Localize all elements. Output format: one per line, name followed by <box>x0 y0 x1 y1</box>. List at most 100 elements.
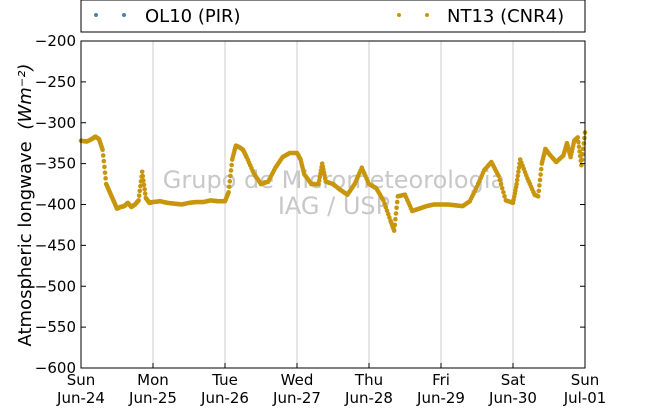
data-point <box>141 182 147 188</box>
data-point <box>576 144 582 150</box>
y-tick-label-0: −200 <box>35 32 76 50</box>
series-1 <box>78 130 588 233</box>
data-points <box>78 130 588 233</box>
data-point <box>228 168 234 173</box>
data-point <box>318 171 323 177</box>
data-point <box>502 194 507 199</box>
data-point <box>394 205 399 211</box>
data-point <box>316 181 321 187</box>
x-tick-day-4: Thu <box>354 371 383 389</box>
x-tick-date-7: Jul-01 <box>563 389 607 407</box>
y-tick-label-6: −500 <box>35 277 76 295</box>
data-point <box>538 172 543 177</box>
y-tick-label-1: −250 <box>35 73 76 91</box>
data-point <box>229 162 234 168</box>
data-point <box>227 179 233 184</box>
data-point <box>142 186 147 192</box>
x-tick-day-1: Mon <box>137 371 169 389</box>
data-point <box>226 189 231 195</box>
x-tick-date-3: Jun-27 <box>272 389 321 407</box>
data-point <box>537 177 543 183</box>
x-tick-date-2: Jun-26 <box>200 389 249 407</box>
data-point <box>536 188 542 194</box>
legend-marker-ol10 <box>122 13 126 17</box>
legend-label-ol10: OL10 (PIR) <box>145 6 241 27</box>
y-axis-label: Atmospheric longwave (Wm⁻²) <box>15 63 36 346</box>
data-point <box>580 152 585 157</box>
y-tick-label-7: −550 <box>35 318 76 336</box>
x-tick-date-4: Jun-28 <box>344 389 393 407</box>
data-point <box>102 164 107 170</box>
data-point <box>139 169 145 175</box>
legend-box <box>80 0 586 33</box>
x-tick-date-5: Jun-29 <box>416 389 465 407</box>
x-tick-day-6: Sat <box>501 371 526 389</box>
data-point <box>136 193 142 198</box>
data-point <box>317 174 323 180</box>
data-point <box>514 177 520 183</box>
data-point <box>137 188 143 194</box>
data-point <box>226 184 232 190</box>
x-axis: SunJun-24MonJun-25TueJun-26WedJun-27ThuJ… <box>56 363 606 407</box>
data-point <box>393 211 399 216</box>
legend-marker-nt13 <box>397 13 401 17</box>
data-point <box>498 181 504 187</box>
data-point <box>515 173 521 179</box>
x-tick-date-0: Jun-24 <box>56 389 105 407</box>
y-tick-label-8: −600 <box>35 359 76 377</box>
data-point <box>575 135 581 140</box>
x-tick-date-1: Jun-25 <box>128 389 177 407</box>
data-point <box>142 191 148 196</box>
data-point <box>101 158 107 164</box>
watermark-line-1: Grupo de Micrometeorologia <box>163 166 505 194</box>
legend-marker-nt13 <box>425 13 429 17</box>
data-point <box>582 135 587 141</box>
data-point <box>538 166 544 172</box>
data-point <box>100 147 105 153</box>
data-point <box>392 222 398 228</box>
data-point <box>537 183 542 188</box>
legend-marker-ol10 <box>94 13 98 17</box>
data-point <box>579 157 585 163</box>
legend-label-nt13: NT13 (CNR4) <box>447 6 564 27</box>
data-point <box>516 165 522 171</box>
data-point <box>516 169 521 175</box>
data-point <box>100 153 106 158</box>
x-tick-day-3: Wed <box>281 371 314 389</box>
data-point <box>514 181 519 187</box>
data-point <box>316 178 322 183</box>
data-point <box>580 146 586 152</box>
y-axis: −200 −250 −300 −350 −400 −450 −500 −550 −600 <box>35 32 585 377</box>
y-axis-label-units: (Wm⁻²) <box>15 63 36 129</box>
legend: OL10 (PIR) NT13 (CNR4) <box>80 0 586 33</box>
x-tick-day-0: Sun <box>67 371 96 389</box>
data-point <box>394 199 400 205</box>
data-point <box>136 198 141 203</box>
x-tick-date-6: Jun-30 <box>488 389 537 407</box>
data-point <box>391 228 397 233</box>
y-tick-label-2: −300 <box>35 114 76 132</box>
data-point <box>501 189 506 195</box>
data-point <box>577 149 582 154</box>
x-tick-day-5: Fri <box>432 371 450 389</box>
data-point <box>140 173 146 179</box>
data-point <box>393 216 398 222</box>
data-point <box>228 173 233 179</box>
y-tick-label-5: −450 <box>35 236 76 254</box>
data-point <box>499 185 505 191</box>
x-tick-day-2: Tue <box>211 371 238 389</box>
data-point <box>103 176 108 181</box>
y-tick-label-3: −350 <box>35 155 76 173</box>
y-axis-label-text: Atmospheric longwave <box>15 141 36 346</box>
x-tick-day-7: Sun <box>571 371 600 389</box>
y-tick-label-4: −400 <box>35 196 76 214</box>
data-point <box>138 183 143 189</box>
data-point <box>141 178 146 183</box>
data-point <box>497 177 503 183</box>
watermark-line-2: IAG / USP <box>278 192 390 220</box>
watermark: Grupo de Micrometeorologia IAG / USP <box>163 166 505 220</box>
data-point <box>496 173 501 179</box>
data-point <box>102 170 108 175</box>
data-point <box>535 194 541 199</box>
